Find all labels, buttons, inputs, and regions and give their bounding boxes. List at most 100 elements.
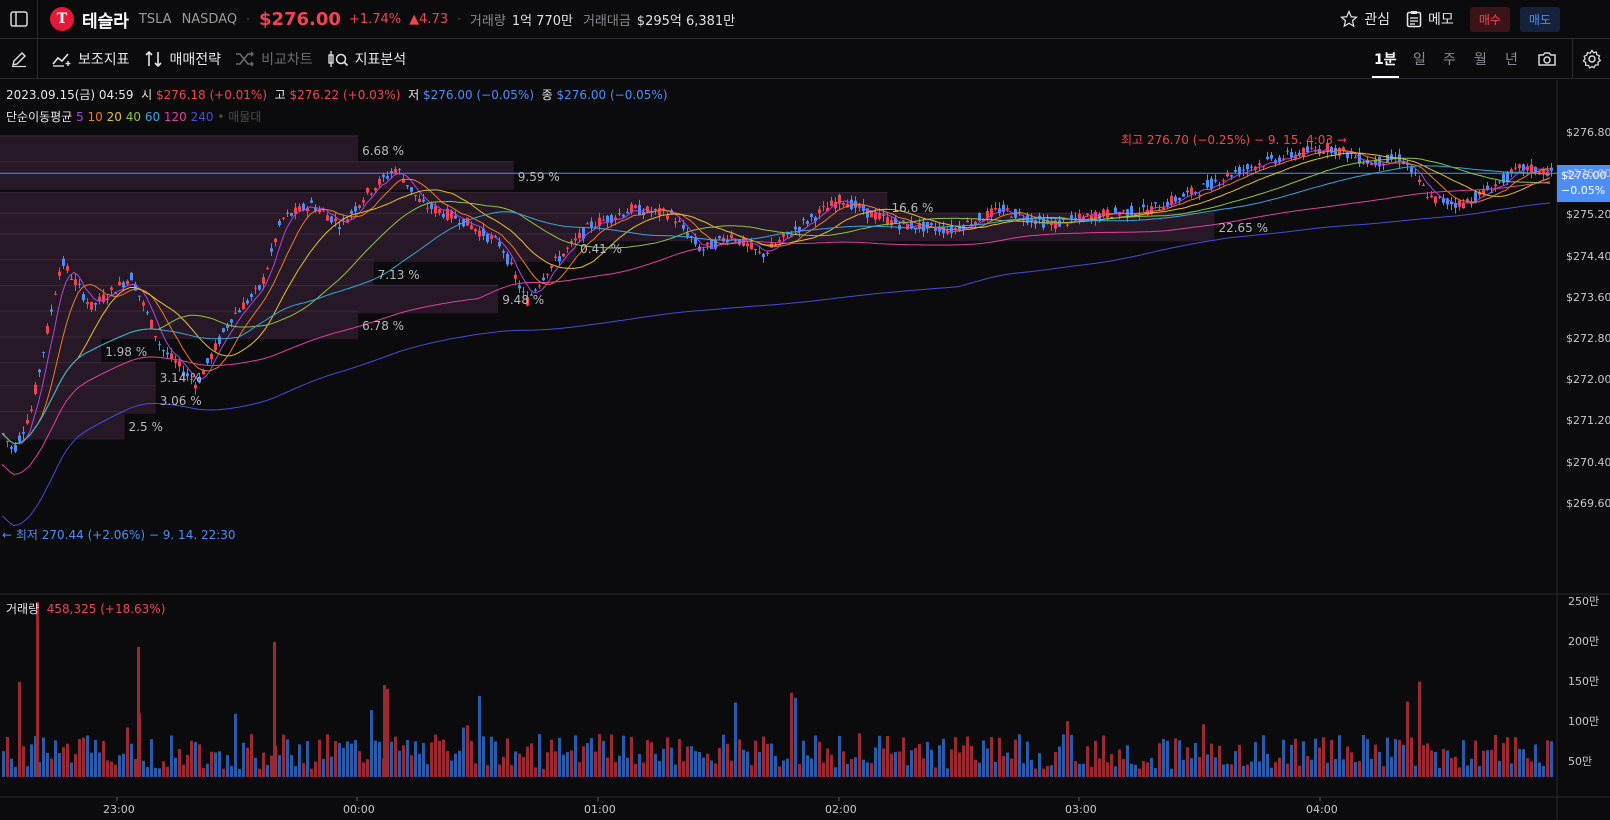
volume-bar bbox=[1466, 765, 1469, 777]
volume-bar bbox=[370, 710, 373, 777]
volume-bar bbox=[1194, 742, 1197, 777]
candle-body bbox=[266, 268, 269, 270]
watchlist-button[interactable]: 관심 bbox=[1340, 9, 1390, 29]
volume-bar bbox=[534, 767, 537, 777]
volume-bar bbox=[1214, 757, 1217, 777]
screenshot-button[interactable] bbox=[1537, 39, 1557, 78]
volume-bar bbox=[842, 751, 845, 777]
volume-bar bbox=[1478, 766, 1481, 777]
candle-body bbox=[658, 207, 661, 216]
candle-body bbox=[1054, 220, 1057, 229]
candle-body bbox=[1094, 211, 1097, 222]
candle-body bbox=[1214, 179, 1217, 182]
volume-bar bbox=[1450, 757, 1453, 777]
timeframe-year[interactable]: 년 bbox=[1505, 51, 1518, 68]
volume-axis-label: 200만 bbox=[1568, 635, 1600, 648]
candle-body bbox=[694, 238, 697, 245]
memo-button[interactable]: 메모 bbox=[1406, 9, 1454, 29]
clipboard-icon bbox=[1406, 11, 1422, 28]
candle-body bbox=[406, 185, 409, 187]
volume-bar bbox=[774, 755, 777, 777]
volume-bar bbox=[102, 740, 105, 777]
volume-bar bbox=[1314, 738, 1317, 777]
compare-chart-button[interactable]: 비교차트 bbox=[235, 49, 313, 69]
candle-body bbox=[414, 194, 417, 197]
volume-bar bbox=[46, 752, 49, 777]
volume-bar bbox=[206, 763, 209, 777]
volume-bar bbox=[1462, 740, 1465, 777]
volume-bar bbox=[486, 765, 489, 777]
candle-body bbox=[422, 199, 425, 202]
volume-bar bbox=[254, 757, 257, 777]
candle-body bbox=[434, 206, 437, 214]
volume-bar bbox=[238, 768, 241, 777]
volume-bar bbox=[734, 702, 737, 777]
volume-bar bbox=[738, 739, 741, 777]
volume-bar bbox=[1330, 739, 1333, 777]
volume-bar bbox=[990, 737, 993, 777]
volume-bar bbox=[1390, 756, 1393, 777]
volume-bar bbox=[1242, 765, 1245, 777]
volume-bar bbox=[210, 751, 213, 777]
candle-body bbox=[226, 325, 229, 328]
candle-body bbox=[1310, 147, 1313, 149]
timeframe-1min[interactable]: 1분 bbox=[1372, 39, 1399, 78]
candle-body bbox=[30, 409, 33, 412]
volume-bar bbox=[154, 767, 157, 777]
sell-button[interactable]: 매도 bbox=[1519, 6, 1560, 32]
volume-bar bbox=[1370, 758, 1373, 777]
price-chart[interactable] bbox=[0, 80, 1610, 820]
volume-bar bbox=[418, 753, 421, 777]
price-axis-label: $274.40 bbox=[1566, 249, 1610, 263]
candle-body bbox=[1542, 169, 1545, 175]
volume-bar bbox=[1262, 735, 1265, 777]
volume-bar bbox=[838, 735, 841, 777]
candle-body bbox=[202, 370, 205, 375]
volume-bar bbox=[1538, 762, 1541, 777]
ma-period-10: 10 bbox=[83, 110, 103, 124]
candle-body bbox=[1178, 197, 1181, 201]
candle-body bbox=[598, 217, 601, 226]
volume-bar bbox=[694, 751, 697, 777]
volume-bar bbox=[582, 746, 585, 777]
candle-body bbox=[1494, 184, 1497, 187]
volume-bar bbox=[86, 735, 89, 777]
volume-bar bbox=[130, 743, 133, 777]
time-axis-label: 23:00 bbox=[103, 803, 135, 816]
strategy-button[interactable]: 매매전략 bbox=[144, 49, 221, 69]
volume-bar bbox=[950, 749, 953, 777]
candle-body bbox=[974, 221, 977, 226]
volume-value: 1억 770만 bbox=[511, 13, 573, 29]
volume-profile-label: 7.13 % bbox=[377, 267, 420, 282]
volume-bar bbox=[230, 765, 233, 777]
volume-bar bbox=[234, 713, 237, 777]
sidebar-toggle-icon[interactable] bbox=[0, 0, 38, 38]
indicators-button[interactable]: 보조지표 bbox=[52, 49, 130, 69]
candle-body bbox=[766, 252, 769, 255]
volume-bar bbox=[770, 743, 773, 777]
candle-body bbox=[394, 168, 397, 174]
timeframe-week[interactable]: 주 bbox=[1443, 51, 1456, 68]
volume-bar bbox=[1366, 739, 1369, 777]
volume-bar bbox=[1394, 739, 1397, 777]
candle-body bbox=[1074, 218, 1077, 220]
indicator-analysis-button[interactable]: 지표분석 bbox=[327, 49, 406, 69]
moving-average-legend[interactable]: 단순이동평균 5 10 20 40 60 120 240 • 매물대 bbox=[6, 108, 261, 125]
volume-bar bbox=[1398, 739, 1401, 777]
volume-bar bbox=[650, 742, 653, 777]
volume-bar bbox=[70, 762, 73, 777]
volume-bar bbox=[1382, 766, 1385, 777]
candle-body bbox=[846, 203, 849, 208]
drawing-tool-button[interactable] bbox=[0, 39, 38, 78]
candle-body bbox=[894, 218, 897, 224]
candle-body bbox=[1462, 202, 1465, 209]
timeframe-day[interactable]: 일 bbox=[1413, 51, 1426, 68]
settings-button[interactable] bbox=[1572, 39, 1610, 78]
candle-body bbox=[970, 224, 973, 226]
candle-body bbox=[522, 291, 525, 293]
volume-bar bbox=[830, 754, 833, 777]
timeframe-month[interactable]: 월 bbox=[1474, 51, 1487, 68]
candle-body bbox=[646, 206, 649, 213]
buy-button[interactable]: 매수 bbox=[1469, 6, 1510, 32]
volume-bar bbox=[858, 733, 861, 777]
